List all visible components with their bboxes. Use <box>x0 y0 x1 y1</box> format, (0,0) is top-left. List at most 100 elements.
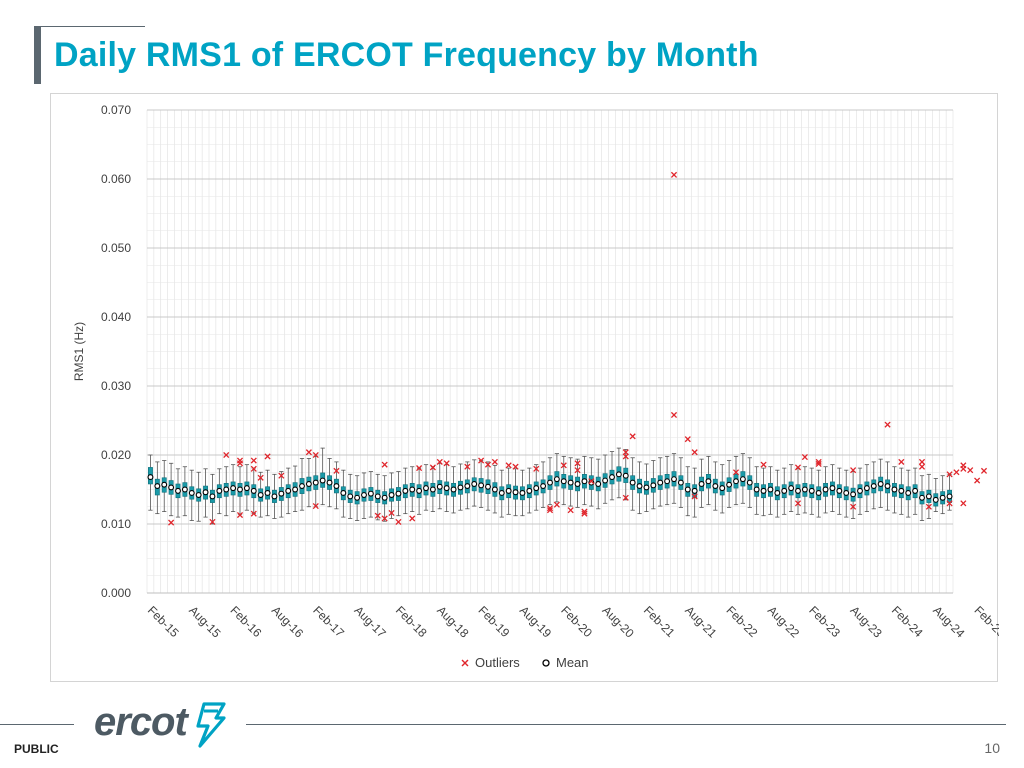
box-month <box>636 461 643 515</box>
outlier-x-stroke <box>236 511 244 519</box>
mean-marker <box>271 493 278 500</box>
footer-divider-right <box>246 724 1006 725</box>
mean-marker <box>264 490 271 496</box>
outlier-marker <box>898 458 905 465</box>
mean-marker <box>609 474 615 481</box>
mean-marker <box>898 487 905 494</box>
mean-marker <box>560 478 567 485</box>
mean-marker <box>512 489 519 496</box>
mean-marker <box>202 489 209 496</box>
x-tick-label: Feb-19 <box>476 603 513 640</box>
box-month <box>795 467 801 515</box>
box-month <box>292 465 299 512</box>
box-month <box>540 461 547 508</box>
mean-marker <box>870 483 877 489</box>
outlier-marker <box>980 467 988 474</box>
box-month <box>753 466 760 515</box>
outlier-marker <box>760 461 767 468</box>
box-month <box>588 457 595 507</box>
mean-marker <box>684 486 691 493</box>
x-tick-label: Feb-24 <box>889 603 926 640</box>
x-tick-label: Feb-22 <box>724 603 761 640</box>
outlier-marker <box>691 449 698 456</box>
outlier-marker <box>953 469 960 476</box>
mean-marker <box>195 492 202 498</box>
outlier-x-stroke <box>815 458 822 465</box>
box-month <box>808 467 815 515</box>
mean-marker <box>299 483 305 489</box>
outlier-marker <box>925 503 932 510</box>
mean-marker <box>719 485 726 492</box>
box-month <box>801 466 808 514</box>
outlier-x-stroke <box>416 465 423 472</box>
outlier-x-stroke <box>684 436 691 443</box>
outlier-x-stroke <box>946 471 953 478</box>
box-month <box>230 464 237 512</box>
outlier-x-stroke <box>567 507 574 514</box>
mean-marker <box>381 494 388 501</box>
mean-marker <box>698 481 705 487</box>
outlier-marker <box>918 458 926 465</box>
mean-marker <box>753 486 760 493</box>
box-month <box>457 463 464 511</box>
outlier-x-stroke <box>484 461 492 468</box>
box-month <box>464 461 471 510</box>
outlier-marker <box>250 510 257 517</box>
outlier-marker <box>553 501 560 508</box>
mean-marker <box>292 486 299 493</box>
mean-marker <box>312 479 319 486</box>
mean-marker <box>939 494 946 501</box>
box-month <box>698 458 705 508</box>
outlier-x-stroke <box>478 457 485 464</box>
outlier-marker <box>574 460 581 467</box>
outlier-x-stroke <box>250 457 257 464</box>
mean-marker <box>760 487 767 494</box>
mean-marker <box>347 493 354 500</box>
outlier-marker <box>381 461 388 468</box>
box-month <box>657 457 664 507</box>
mean-marker <box>340 490 347 496</box>
mean-marker <box>533 485 540 492</box>
mean-marker <box>657 479 664 486</box>
box-month <box>746 457 753 508</box>
box-month <box>629 457 636 511</box>
outlier-marker <box>223 451 230 459</box>
mean-marker <box>602 477 609 484</box>
box-month <box>533 464 540 511</box>
mean-marker <box>443 485 450 492</box>
box-month <box>526 467 533 514</box>
outlier-marker <box>533 465 540 472</box>
outlier-marker <box>560 462 567 469</box>
box-month <box>574 458 581 508</box>
outlier-x-stroke <box>395 518 402 525</box>
box-month <box>361 472 367 519</box>
outlier-marker <box>416 465 423 472</box>
outlier-x-stroke <box>278 472 285 479</box>
box-series <box>147 447 953 525</box>
box-month <box>423 464 429 511</box>
box-month <box>188 469 195 521</box>
outlier-x-stroke <box>918 463 926 470</box>
outlier-x-stroke <box>574 467 581 474</box>
x-tick-label: Aug-19 <box>517 603 554 640</box>
outlier-marker <box>250 465 257 472</box>
box-month <box>905 469 912 518</box>
ercot-logo-text: ercot <box>94 700 188 744</box>
outlier-x-stroke <box>381 461 388 468</box>
outlier-x-stroke <box>670 411 678 419</box>
outlier-x-stroke <box>794 464 802 471</box>
outlier-x-stroke <box>236 460 244 467</box>
outlier-marker <box>850 467 857 474</box>
outlier-marker <box>794 464 802 471</box>
box-month <box>175 468 181 518</box>
mean-marker <box>416 487 423 494</box>
box-month <box>664 455 671 506</box>
outlier-marker <box>374 512 381 519</box>
outlier-x-stroke <box>960 465 967 472</box>
outlier-marker <box>967 467 974 474</box>
mean-marker <box>733 478 739 485</box>
outlier-marker <box>236 460 244 467</box>
mean-marker <box>154 483 161 489</box>
mean-marker <box>829 485 836 492</box>
box-month <box>650 460 657 510</box>
